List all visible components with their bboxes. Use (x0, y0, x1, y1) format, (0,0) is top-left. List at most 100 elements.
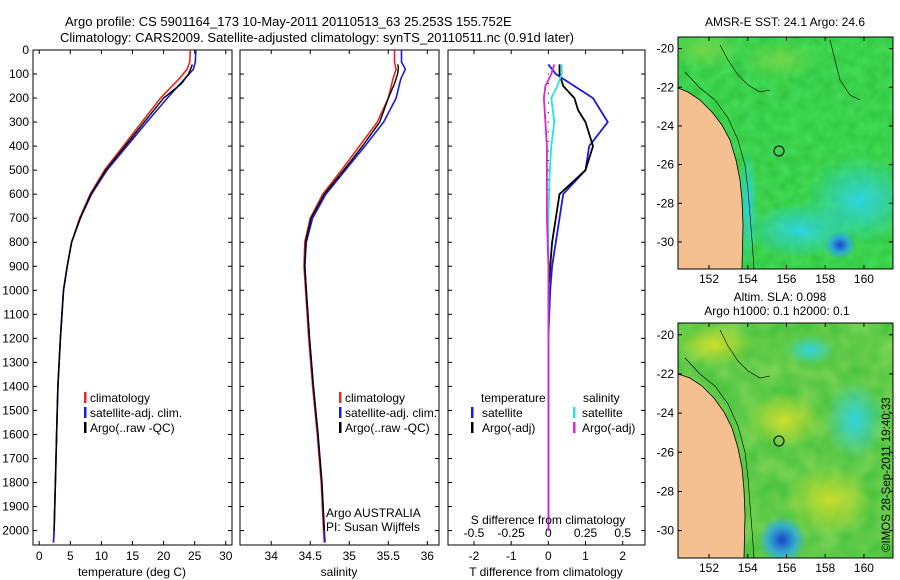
sst-reef-contour (719, 39, 861, 101)
map-y-tick-label: -20 (657, 42, 675, 56)
zero-line-dot (547, 159, 549, 162)
x-tick-label: -2 (469, 549, 480, 563)
zero-line-dot (547, 111, 549, 114)
map-x-tick-label: 156 (776, 561, 796, 575)
sla-map-axes: 152 154 156 158 160 -20 -22 -24 -26 -28 -30 (657, 323, 893, 575)
sla-cyan-north (785, 335, 835, 365)
x-tick-label: 1 (582, 549, 589, 563)
map-x-tick-label: 152 (699, 561, 719, 575)
map-y-tick-label: -28 (657, 196, 675, 210)
x-tick-label: 5 (67, 549, 74, 563)
s-tick-label: -0.25 (498, 526, 526, 540)
map-y-tick-label: -30 (657, 524, 675, 538)
series-line-climatology (52, 49, 192, 543)
map-y-tick-label: -24 (657, 406, 675, 420)
legend-label-climatology: climatology (90, 391, 150, 405)
zero-line-dot (547, 102, 549, 104)
temperature-legend: climatology satellite-adj. clim. Argo(..… (84, 391, 182, 435)
zero-line-dot (547, 92, 549, 94)
map-y-tick-label: -26 (657, 158, 675, 172)
y-tick-label: 1800 (2, 476, 29, 490)
y-tick-label: 400 (9, 139, 29, 153)
x-tick-label: 30 (219, 549, 233, 563)
y-tick-label: 600 (9, 187, 29, 201)
sla-cold-eddy (758, 516, 806, 558)
difference-chart: -2 -1 0 1 2 -0.5 -0.25 0 0.25 0.5 (448, 49, 645, 563)
salinity-x-label: salinity (321, 565, 358, 579)
sst-map-axes: 152 154 156 158 160 -20 -22 -24 -26 -28 -30 (657, 37, 893, 286)
sst-map-title: AMSR-E SST: 24.1 Argo: 24.6 (705, 15, 865, 29)
temperature-x-label: temperature (deg C) (78, 565, 186, 579)
zero-line-dot (547, 83, 549, 85)
y-tick-label: 500 (9, 163, 29, 177)
legend-label-s-satellite: satellite (582, 406, 623, 420)
sla-map-frame (677, 322, 894, 559)
legend-swatch-argo (84, 422, 87, 433)
sla-shelf-contour (684, 357, 755, 558)
sst-land (678, 87, 744, 269)
zero-line-dot (547, 140, 549, 142)
map-y-tick-label: -20 (657, 328, 675, 342)
sla-yellow-center (745, 392, 825, 448)
s-tick-label: 0.25 (574, 526, 598, 540)
sla-map-subtitle: Argo h1000: 0.1 h2000: 0.1 (704, 304, 850, 318)
legend-label-s-argo: Argo(-adj) (582, 421, 635, 435)
series-line-argo (53, 64, 193, 531)
y-tick-label: 1000 (2, 283, 29, 297)
salinity-panel-frame (239, 49, 440, 546)
map-x-tick-label: 156 (776, 272, 796, 286)
legend-swatch-s-satellite (573, 407, 576, 418)
zero-line-dot (547, 131, 549, 133)
s-tick-label: 0 (545, 526, 552, 540)
imos-credit: ©IMOS 28-Sep-2011 19:40:33 (881, 397, 893, 552)
x-tick-label: 20 (157, 549, 171, 563)
map-x-tick-label: 154 (738, 272, 758, 286)
x-tick-label: 35 (343, 549, 357, 563)
difference-panel-frame (447, 49, 646, 546)
y-tick-label: 700 (9, 211, 29, 225)
argo-pi-label: PI: Susan Wijffels (326, 520, 420, 534)
map-y-tick-label: -28 (657, 484, 675, 498)
temperature-chart: 0 5 10 15 20 25 300100200300400500600700800900… (2, 43, 232, 563)
x-tick-label: 2 (619, 549, 626, 563)
x-tick-label: 34.5 (299, 549, 323, 563)
figure-title-line1: Argo profile: CS 5901164_173 10-May-2011… (65, 14, 512, 29)
legend-swatch-climatology (84, 392, 87, 403)
s-tick-label: -0.5 (464, 526, 485, 540)
x-tick-label: 15 (126, 549, 140, 563)
x-tick-label: -1 (506, 549, 517, 563)
legend-swatch-satellite (339, 407, 342, 418)
sst-warm-patch (740, 40, 820, 80)
sla-yellow-south (785, 465, 875, 535)
legend-label-satellite: satellite-adj. clim. (90, 406, 182, 420)
legend-label-argo: Argo(..raw -QC) (345, 421, 430, 435)
difference-legend: temperature salinity satellite Argo(-adj… (471, 391, 635, 435)
legend-swatch-argo (339, 422, 342, 433)
legend-swatch-satellite (84, 407, 87, 418)
sla-cyan-east (825, 380, 885, 460)
legend-label-satellite: satellite-adj. clim. (345, 406, 437, 420)
argo-program-label: Argo AUSTRALIA (326, 506, 421, 520)
y-tick-label: 200 (9, 91, 29, 105)
salinity-legend: climatology satellite-adj. clim. Argo(..… (326, 391, 437, 534)
y-tick-label: 2000 (2, 524, 29, 538)
map-y-tick-label: -22 (657, 80, 675, 94)
y-tick-label: 1900 (2, 500, 29, 514)
series-line-t-argo (547, 64, 594, 531)
map-x-tick-label: 158 (815, 561, 835, 575)
series-line-t-satellite (547, 63, 609, 531)
difference-s-x-label: S difference from climatology (471, 513, 626, 527)
y-tick-label: 0 (22, 43, 29, 57)
x-tick-label: 35.5 (377, 549, 401, 563)
map-x-tick-label: 160 (854, 272, 874, 286)
x-tick-label: 0 (36, 549, 43, 563)
sst-shelf-contour (684, 71, 755, 269)
sst-map (678, 37, 893, 269)
series-line-argo (304, 64, 400, 531)
sla-yellow-nw (678, 323, 755, 367)
sla-land (678, 373, 746, 558)
legend-label-t-argo: Argo(-adj) (482, 421, 535, 435)
y-tick-label: 1300 (2, 355, 29, 369)
zero-line-dot (547, 150, 549, 152)
y-tick-label: 800 (9, 235, 29, 249)
